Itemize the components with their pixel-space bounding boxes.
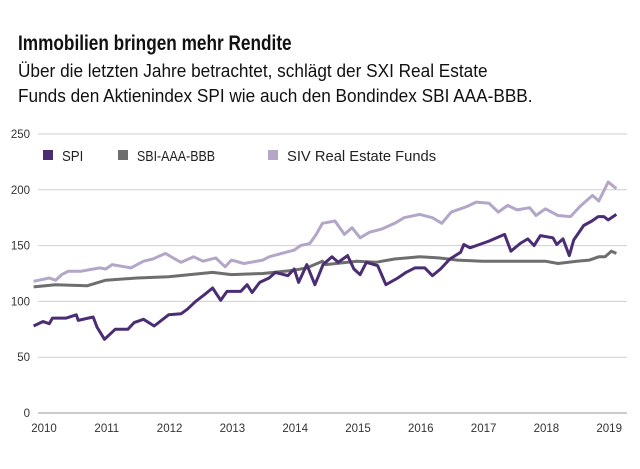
x-tick-label: 2019	[596, 423, 622, 435]
chart-title: Immobilien bringen mehr Rendite	[18, 32, 292, 55]
series-line-siv-real-estate-funds	[33, 180, 618, 283]
series-line-spi	[32, 213, 618, 341]
y-tick-label: 100	[11, 296, 30, 308]
y-tick-label: 150	[11, 241, 30, 253]
x-tick-label: 2011	[94, 423, 119, 435]
legend-label: SBI-AAA-BBB	[137, 148, 215, 165]
x-tick-label: 2012	[157, 423, 183, 435]
x-tick-label: 2013	[220, 423, 246, 435]
legend-swatch	[43, 150, 53, 160]
x-tick-label: 2010	[31, 423, 57, 435]
y-tick-label: 200	[11, 185, 30, 197]
series-line-sbi-aaa-bbb	[33, 249, 617, 289]
x-tick-label: 2016	[408, 423, 434, 435]
chart-subtitle-line2: Funds den Aktienindex SPI wie auch den B…	[18, 85, 533, 106]
legend-label: SIV Real Estate Funds	[287, 148, 436, 165]
y-tick-label: 50	[17, 352, 30, 364]
y-tick-label: 0	[24, 408, 30, 420]
y-tick-label: 250	[11, 129, 30, 141]
x-tick-label: 2014	[282, 423, 308, 435]
x-tick-label: 2017	[471, 423, 497, 435]
legend-label: SPI	[62, 148, 83, 165]
legend-swatch	[118, 150, 128, 160]
chart-subtitle-line1: Über die letzten Jahre betrachtet, schlä…	[18, 60, 488, 81]
x-tick-label: 2015	[345, 423, 371, 435]
x-tick-label: 2018	[534, 423, 560, 435]
legend-swatch	[268, 150, 278, 160]
